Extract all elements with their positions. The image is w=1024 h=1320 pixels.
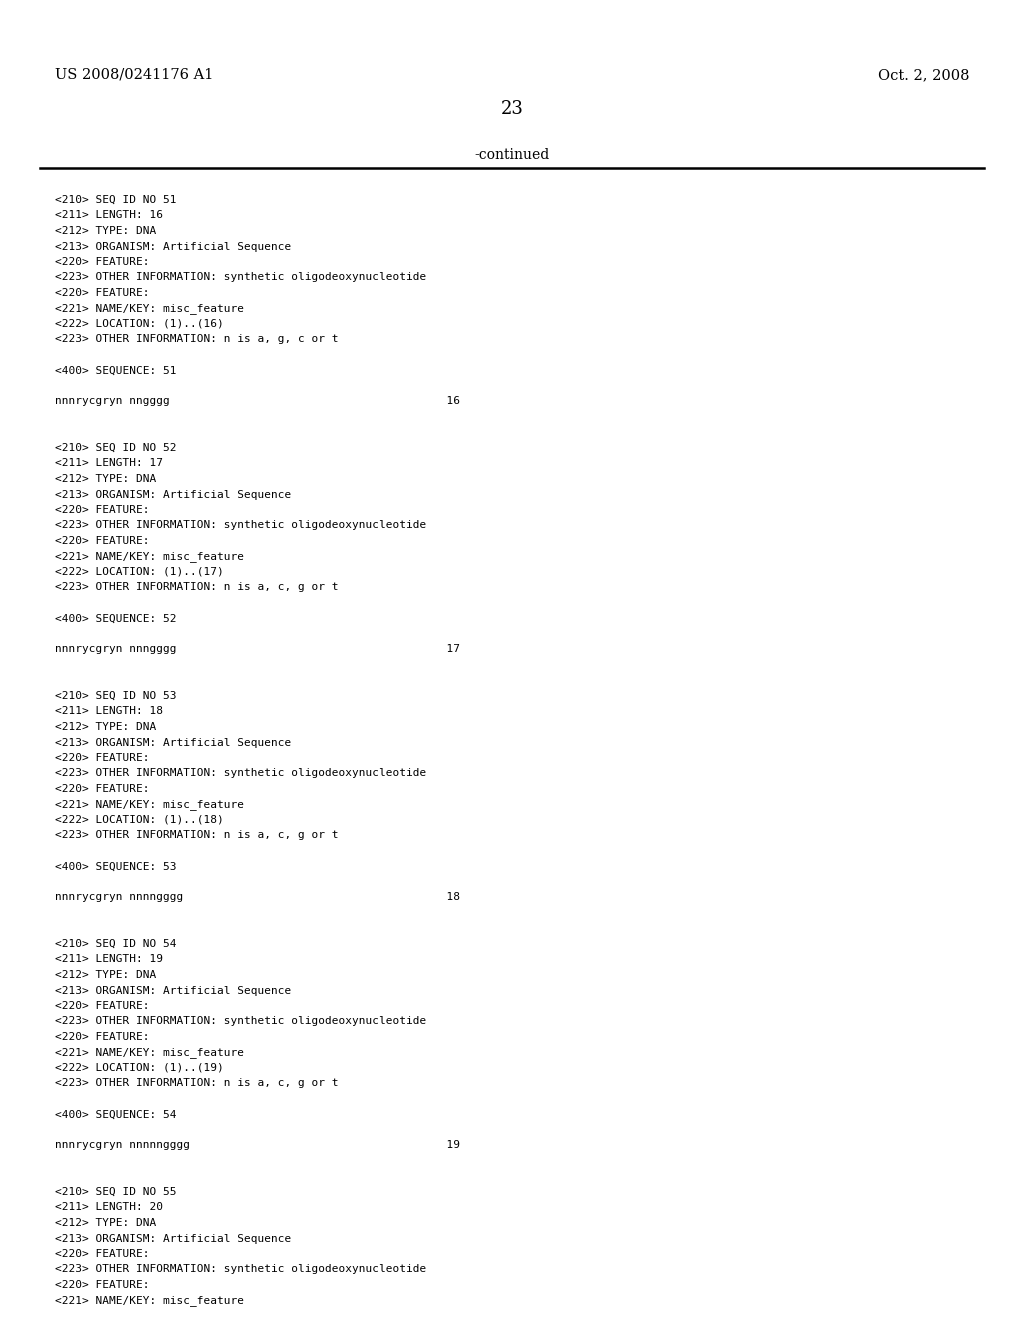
Text: <220> FEATURE:: <220> FEATURE: bbox=[55, 536, 150, 546]
Text: nnnrycgryn nnnnngggg                                      19: nnnrycgryn nnnnngggg 19 bbox=[55, 1140, 460, 1151]
Text: <212> TYPE: DNA: <212> TYPE: DNA bbox=[55, 226, 157, 236]
Text: 23: 23 bbox=[501, 100, 523, 117]
Text: <211> LENGTH: 20: <211> LENGTH: 20 bbox=[55, 1203, 163, 1213]
Text: nnnrycgryn nnngggg                                        17: nnnrycgryn nnngggg 17 bbox=[55, 644, 460, 655]
Text: -continued: -continued bbox=[474, 148, 550, 162]
Text: <212> TYPE: DNA: <212> TYPE: DNA bbox=[55, 474, 157, 484]
Text: <223> OTHER INFORMATION: synthetic oligodeoxynucleotide: <223> OTHER INFORMATION: synthetic oligo… bbox=[55, 1265, 426, 1275]
Text: <212> TYPE: DNA: <212> TYPE: DNA bbox=[55, 722, 157, 733]
Text: <223> OTHER INFORMATION: synthetic oligodeoxynucleotide: <223> OTHER INFORMATION: synthetic oligo… bbox=[55, 768, 426, 779]
Text: <210> SEQ ID NO 52: <210> SEQ ID NO 52 bbox=[55, 444, 176, 453]
Text: <220> FEATURE:: <220> FEATURE: bbox=[55, 752, 150, 763]
Text: <222> LOCATION: (1)..(18): <222> LOCATION: (1)..(18) bbox=[55, 814, 224, 825]
Text: <212> TYPE: DNA: <212> TYPE: DNA bbox=[55, 970, 157, 979]
Text: <211> LENGTH: 17: <211> LENGTH: 17 bbox=[55, 458, 163, 469]
Text: <220> FEATURE:: <220> FEATURE: bbox=[55, 1280, 150, 1290]
Text: <222> LOCATION: (1)..(16): <222> LOCATION: (1)..(16) bbox=[55, 319, 224, 329]
Text: <210> SEQ ID NO 55: <210> SEQ ID NO 55 bbox=[55, 1187, 176, 1197]
Text: Oct. 2, 2008: Oct. 2, 2008 bbox=[879, 69, 970, 82]
Text: <400> SEQUENCE: 54: <400> SEQUENCE: 54 bbox=[55, 1110, 176, 1119]
Text: <221> NAME/KEY: misc_feature: <221> NAME/KEY: misc_feature bbox=[55, 1295, 244, 1307]
Text: <220> FEATURE:: <220> FEATURE: bbox=[55, 784, 150, 795]
Text: <213> ORGANISM: Artificial Sequence: <213> ORGANISM: Artificial Sequence bbox=[55, 986, 291, 995]
Text: <400> SEQUENCE: 53: <400> SEQUENCE: 53 bbox=[55, 862, 176, 871]
Text: <223> OTHER INFORMATION: n is a, c, g or t: <223> OTHER INFORMATION: n is a, c, g or… bbox=[55, 582, 339, 593]
Text: <221> NAME/KEY: misc_feature: <221> NAME/KEY: misc_feature bbox=[55, 552, 244, 562]
Text: <220> FEATURE:: <220> FEATURE: bbox=[55, 1032, 150, 1041]
Text: <222> LOCATION: (1)..(17): <222> LOCATION: (1)..(17) bbox=[55, 568, 224, 577]
Text: <212> TYPE: DNA: <212> TYPE: DNA bbox=[55, 1218, 157, 1228]
Text: <221> NAME/KEY: misc_feature: <221> NAME/KEY: misc_feature bbox=[55, 304, 244, 314]
Text: <220> FEATURE:: <220> FEATURE: bbox=[55, 506, 150, 515]
Text: <213> ORGANISM: Artificial Sequence: <213> ORGANISM: Artificial Sequence bbox=[55, 490, 291, 499]
Text: <223> OTHER INFORMATION: synthetic oligodeoxynucleotide: <223> OTHER INFORMATION: synthetic oligo… bbox=[55, 272, 426, 282]
Text: <210> SEQ ID NO 53: <210> SEQ ID NO 53 bbox=[55, 690, 176, 701]
Text: <213> ORGANISM: Artificial Sequence: <213> ORGANISM: Artificial Sequence bbox=[55, 242, 291, 252]
Text: nnnrycgryn nngggg                                         16: nnnrycgryn nngggg 16 bbox=[55, 396, 460, 407]
Text: <400> SEQUENCE: 51: <400> SEQUENCE: 51 bbox=[55, 366, 176, 375]
Text: <400> SEQUENCE: 52: <400> SEQUENCE: 52 bbox=[55, 614, 176, 623]
Text: <223> OTHER INFORMATION: n is a, c, g or t: <223> OTHER INFORMATION: n is a, c, g or… bbox=[55, 830, 339, 841]
Text: <210> SEQ ID NO 54: <210> SEQ ID NO 54 bbox=[55, 939, 176, 949]
Text: <223> OTHER INFORMATION: n is a, g, c or t: <223> OTHER INFORMATION: n is a, g, c or… bbox=[55, 334, 339, 345]
Text: <211> LENGTH: 19: <211> LENGTH: 19 bbox=[55, 954, 163, 965]
Text: <222> LOCATION: (1)..(19): <222> LOCATION: (1)..(19) bbox=[55, 1063, 224, 1073]
Text: <220> FEATURE:: <220> FEATURE: bbox=[55, 288, 150, 298]
Text: <213> ORGANISM: Artificial Sequence: <213> ORGANISM: Artificial Sequence bbox=[55, 738, 291, 747]
Text: nnnrycgryn nnnngggg                                       18: nnnrycgryn nnnngggg 18 bbox=[55, 892, 460, 903]
Text: <223> OTHER INFORMATION: synthetic oligodeoxynucleotide: <223> OTHER INFORMATION: synthetic oligo… bbox=[55, 1016, 426, 1027]
Text: <223> OTHER INFORMATION: n is a, c, g or t: <223> OTHER INFORMATION: n is a, c, g or… bbox=[55, 1078, 339, 1089]
Text: <211> LENGTH: 16: <211> LENGTH: 16 bbox=[55, 210, 163, 220]
Text: <221> NAME/KEY: misc_feature: <221> NAME/KEY: misc_feature bbox=[55, 800, 244, 810]
Text: <220> FEATURE:: <220> FEATURE: bbox=[55, 257, 150, 267]
Text: US 2008/0241176 A1: US 2008/0241176 A1 bbox=[55, 69, 213, 82]
Text: <211> LENGTH: 18: <211> LENGTH: 18 bbox=[55, 706, 163, 717]
Text: <220> FEATURE:: <220> FEATURE: bbox=[55, 1001, 150, 1011]
Text: <210> SEQ ID NO 51: <210> SEQ ID NO 51 bbox=[55, 195, 176, 205]
Text: <221> NAME/KEY: misc_feature: <221> NAME/KEY: misc_feature bbox=[55, 1048, 244, 1059]
Text: <223> OTHER INFORMATION: synthetic oligodeoxynucleotide: <223> OTHER INFORMATION: synthetic oligo… bbox=[55, 520, 426, 531]
Text: <220> FEATURE:: <220> FEATURE: bbox=[55, 1249, 150, 1259]
Text: <213> ORGANISM: Artificial Sequence: <213> ORGANISM: Artificial Sequence bbox=[55, 1233, 291, 1243]
